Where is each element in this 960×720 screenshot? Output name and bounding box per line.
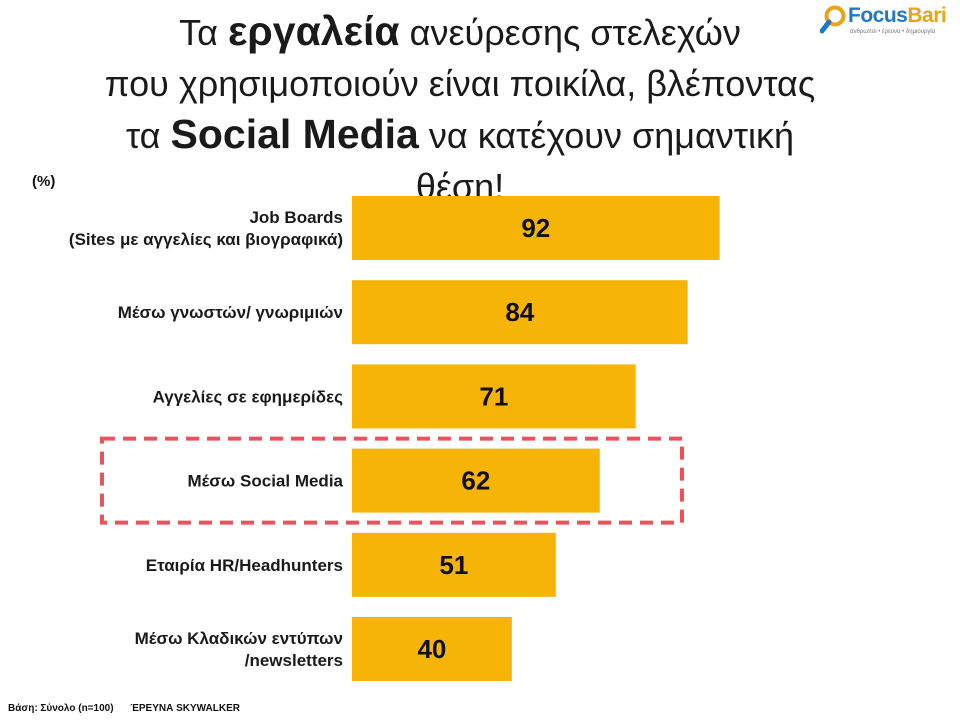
- logo-name-part2: Bari: [907, 4, 947, 27]
- data-label-4: 62: [461, 466, 490, 496]
- unit-label: (%): [32, 173, 56, 190]
- bar-6: [352, 617, 512, 681]
- bar-3: [352, 364, 636, 429]
- category-label-3: Αγγελίες σε εφημερίδες: [153, 387, 344, 406]
- data-label-2: 84: [505, 297, 534, 327]
- category-label-5: Εταιρία HR/Headhunters: [146, 556, 343, 575]
- bar-4: [352, 448, 600, 513]
- footer: Βάση: Σύνολο (n=100) ΈΡΕΥΝΑ SKYWALKER: [8, 703, 254, 714]
- base-note: Βάση: Σύνολο (n=100): [8, 703, 114, 714]
- category-label-2: Μέσω γνωστών/ γνωριμιών: [118, 303, 343, 322]
- title-emphasis: Social Media: [170, 111, 419, 157]
- category-label-6: Μέσω Κλαδικών εντύπων/newsletters: [135, 629, 343, 670]
- logo-name: FocusBari: [848, 4, 947, 28]
- title-line-1: Τα εργαλεία ανεύρεσης στελεχών: [80, 6, 840, 58]
- magnifier-icon: [820, 5, 846, 34]
- category-label-1: Job Boards (Sites με αγγελίες και βιογραφ…: [69, 208, 343, 249]
- title-line-2: που χρησιμοποιούν είναι ποικίλα, βλέποντ…: [104, 63, 816, 104]
- title-text: ανεύρεσης στελεχών: [399, 12, 741, 53]
- focusbari-logo: FocusBari άνθρωποι • έρευνα • δημιουργία: [820, 2, 958, 40]
- bar-chart: 92 Job Boards (Sites με αγγελίες και βιογρ…: [69, 196, 720, 681]
- logo-tagline: άνθρωποι • έρευνα • δημιουργία: [850, 29, 936, 35]
- title-text: τα: [125, 115, 171, 156]
- data-label-1: 92: [521, 213, 550, 243]
- source-note: ΈΡΕΥΝΑ SKYWALKER: [130, 703, 240, 714]
- logo-name-part1: Focus: [848, 4, 908, 27]
- bar-5: [352, 532, 556, 597]
- title-emphasis: εργαλεία: [227, 8, 400, 54]
- data-label-6: 40: [417, 634, 446, 664]
- highlight-box: [100, 436, 684, 525]
- category-label-4: Μέσω Social Media: [187, 472, 343, 491]
- bar-1: [352, 196, 720, 260]
- data-label-3: 71: [479, 381, 508, 411]
- data-label-5: 51: [439, 550, 468, 580]
- bar-2: [352, 280, 688, 345]
- title-text: Τα: [179, 12, 228, 53]
